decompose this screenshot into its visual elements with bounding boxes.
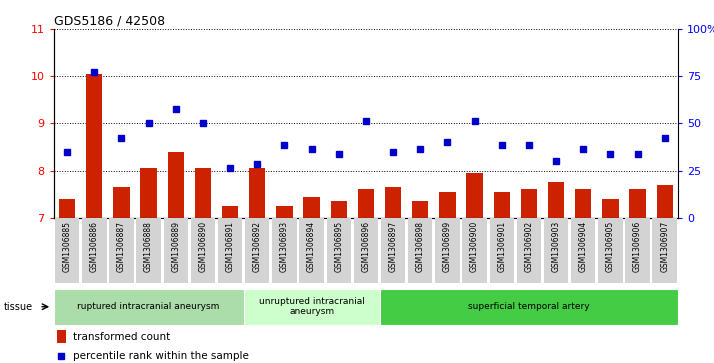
FancyBboxPatch shape xyxy=(272,218,296,283)
Bar xyxy=(114,187,130,218)
Text: GSM1306895: GSM1306895 xyxy=(334,221,343,272)
Text: GSM1306904: GSM1306904 xyxy=(579,221,588,272)
Text: GDS5186 / 42508: GDS5186 / 42508 xyxy=(54,15,165,28)
Bar xyxy=(276,206,293,218)
FancyBboxPatch shape xyxy=(517,218,541,283)
FancyBboxPatch shape xyxy=(245,218,269,283)
Bar xyxy=(385,187,401,218)
FancyBboxPatch shape xyxy=(82,218,106,283)
Text: GSM1306888: GSM1306888 xyxy=(144,221,153,272)
Bar xyxy=(521,189,537,218)
FancyBboxPatch shape xyxy=(380,289,678,325)
Text: GSM1306897: GSM1306897 xyxy=(388,221,398,272)
Bar xyxy=(57,330,66,343)
Text: GSM1306893: GSM1306893 xyxy=(280,221,289,272)
Bar xyxy=(141,168,157,218)
Bar xyxy=(439,192,456,218)
Bar xyxy=(466,173,483,218)
FancyBboxPatch shape xyxy=(653,218,677,283)
Bar xyxy=(358,189,374,218)
FancyBboxPatch shape xyxy=(191,218,215,283)
Text: GSM1306903: GSM1306903 xyxy=(552,221,560,272)
FancyBboxPatch shape xyxy=(326,218,351,283)
Bar xyxy=(657,185,673,218)
Text: GSM1306890: GSM1306890 xyxy=(198,221,208,272)
Text: GSM1306905: GSM1306905 xyxy=(606,221,615,272)
Text: GSM1306906: GSM1306906 xyxy=(633,221,642,272)
FancyBboxPatch shape xyxy=(598,218,623,283)
FancyBboxPatch shape xyxy=(164,218,188,283)
Text: tissue: tissue xyxy=(4,302,33,312)
Text: GSM1306900: GSM1306900 xyxy=(470,221,479,272)
Text: GSM1306907: GSM1306907 xyxy=(660,221,669,272)
FancyBboxPatch shape xyxy=(625,218,650,283)
Bar xyxy=(303,196,320,218)
FancyBboxPatch shape xyxy=(109,218,134,283)
Text: GSM1306886: GSM1306886 xyxy=(90,221,99,272)
FancyBboxPatch shape xyxy=(381,218,406,283)
Text: GSM1306899: GSM1306899 xyxy=(443,221,452,272)
FancyBboxPatch shape xyxy=(136,218,161,283)
FancyBboxPatch shape xyxy=(544,218,568,283)
Bar xyxy=(222,206,238,218)
Text: percentile rank within the sample: percentile rank within the sample xyxy=(74,351,249,361)
Bar xyxy=(249,168,266,218)
Text: ruptured intracranial aneurysm: ruptured intracranial aneurysm xyxy=(77,302,220,311)
Text: GSM1306887: GSM1306887 xyxy=(117,221,126,272)
FancyBboxPatch shape xyxy=(55,218,79,283)
Bar xyxy=(493,192,510,218)
Text: GSM1306902: GSM1306902 xyxy=(524,221,533,272)
FancyBboxPatch shape xyxy=(299,218,324,283)
Text: GSM1306896: GSM1306896 xyxy=(361,221,371,272)
Text: transformed count: transformed count xyxy=(74,331,171,342)
FancyBboxPatch shape xyxy=(218,218,242,283)
Bar xyxy=(331,201,347,218)
Text: GSM1306898: GSM1306898 xyxy=(416,221,425,272)
Bar xyxy=(575,189,591,218)
Bar xyxy=(630,189,645,218)
FancyBboxPatch shape xyxy=(353,218,378,283)
Text: GSM1306885: GSM1306885 xyxy=(63,221,71,272)
FancyBboxPatch shape xyxy=(243,289,380,325)
FancyBboxPatch shape xyxy=(463,218,487,283)
Text: GSM1306892: GSM1306892 xyxy=(253,221,262,272)
Bar xyxy=(59,199,75,218)
Bar xyxy=(602,199,618,218)
Bar xyxy=(86,74,102,218)
Bar xyxy=(195,168,211,218)
Text: superficial temporal artery: superficial temporal artery xyxy=(468,302,590,311)
Text: GSM1306891: GSM1306891 xyxy=(226,221,235,272)
Text: GSM1306901: GSM1306901 xyxy=(497,221,506,272)
FancyBboxPatch shape xyxy=(490,218,514,283)
FancyBboxPatch shape xyxy=(408,218,433,283)
FancyBboxPatch shape xyxy=(436,218,460,283)
Bar xyxy=(412,201,428,218)
FancyBboxPatch shape xyxy=(54,289,243,325)
Bar xyxy=(168,152,184,218)
FancyBboxPatch shape xyxy=(571,218,595,283)
Text: GSM1306889: GSM1306889 xyxy=(171,221,180,272)
Text: GSM1306894: GSM1306894 xyxy=(307,221,316,272)
Bar xyxy=(548,182,564,218)
Text: unruptured intracranial
aneurysm: unruptured intracranial aneurysm xyxy=(258,297,365,317)
